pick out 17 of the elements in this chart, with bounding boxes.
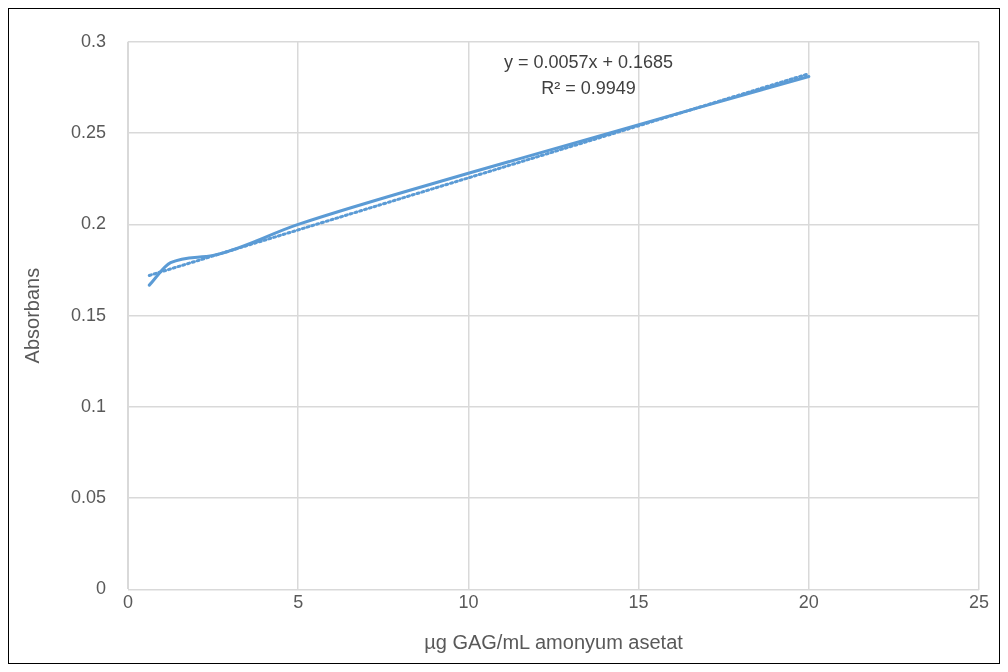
y-axis-title: Absorbans (20, 267, 43, 364)
y-tick-label: 0.3 (81, 30, 107, 51)
x-tick-label: 25 (968, 592, 990, 613)
annotation: y = 0.0057x + 0.1685 (503, 51, 674, 72)
y-tick-label: 0.05 (70, 487, 107, 508)
x-axis-title: µg GAG/mL amonyum asetat (424, 630, 684, 653)
y-tick-label: 0.1 (81, 395, 107, 416)
y-tick-label: 0 (96, 578, 107, 599)
x-tick-label: 0 (123, 592, 134, 613)
x-tick-label: 10 (458, 592, 479, 613)
y-tick-label: 0.25 (70, 122, 107, 143)
x-tick-label: 20 (798, 592, 819, 613)
x-tick-label: 15 (628, 592, 649, 613)
y-tick-label: 0.15 (70, 304, 107, 325)
y-tick-label: 0.2 (81, 213, 107, 234)
x-tick-label: 5 (293, 592, 304, 613)
annotation: R² = 0.9949 (541, 77, 636, 98)
